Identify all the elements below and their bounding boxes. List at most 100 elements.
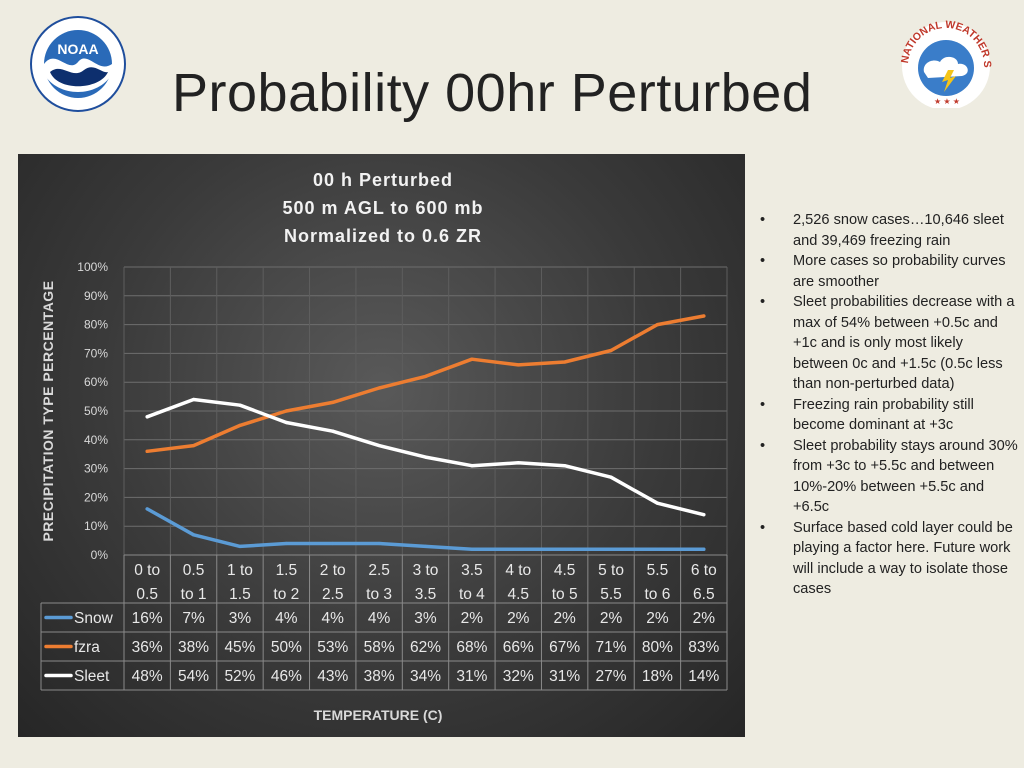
data-point-sleet (470, 464, 474, 468)
data-table-cell: 50% (271, 639, 302, 656)
data-point-fzra (563, 360, 567, 364)
data-table-cell: 52% (224, 668, 255, 685)
y-tick-label: 40% (84, 433, 108, 447)
svg-text:★ ★ ★: ★ ★ ★ (934, 97, 960, 106)
data-table-cell: 54% (178, 668, 209, 685)
x-category-label: 6.5 (693, 586, 715, 603)
data-table-cell: 2% (646, 610, 669, 627)
data-table-cell: 14% (688, 668, 719, 685)
data-table-cell: 3% (414, 610, 437, 627)
data-point-fzra (516, 363, 520, 367)
data-table-cell: 4% (322, 610, 345, 627)
data-point-sleet (377, 443, 381, 448)
x-category-label: 3 to (413, 562, 439, 579)
data-table-cell: 16% (132, 610, 163, 627)
data-point-snow (516, 547, 520, 551)
x-category-label: 2.5 (368, 562, 390, 579)
data-table-cell: 2% (600, 610, 623, 627)
data-point-fzra (238, 423, 242, 427)
data-table-cell: 27% (596, 668, 627, 685)
x-category-label: to 3 (366, 586, 392, 603)
x-category-label: 1.5 (229, 586, 251, 603)
legend-label: Snow (74, 610, 114, 627)
data-table-cell: 68% (456, 639, 487, 656)
y-tick-label: 10% (84, 519, 108, 533)
bullet-item: Surface based cold layer could be playin… (760, 518, 1020, 600)
chart-title-line: 00 h Perturbed (313, 170, 453, 190)
svg-text:NOAA: NOAA (57, 41, 98, 57)
data-point-fzra (470, 357, 474, 361)
y-tick-label: 70% (84, 346, 108, 360)
data-point-snow (609, 547, 613, 551)
bullet-list: 2,526 snow cases…10,646 sleet and 39,469… (760, 210, 1020, 600)
x-category-label: to 5 (552, 586, 578, 603)
data-table-cell: 53% (317, 639, 348, 656)
x-category-label: 1 to (227, 562, 253, 579)
data-point-sleet (516, 461, 520, 465)
data-point-snow (563, 547, 567, 551)
data-point-fzra (284, 409, 288, 413)
data-point-snow (470, 547, 474, 551)
data-table-cell: 31% (456, 668, 487, 685)
data-point-sleet (423, 455, 428, 459)
bullet-item: 2,526 snow cases…10,646 sleet and 39,469… (760, 210, 1020, 251)
data-point-sleet (563, 464, 567, 468)
x-category-label: 5 to (598, 562, 624, 579)
x-category-label: 2 to (320, 562, 346, 579)
data-table-cell: 38% (178, 639, 209, 656)
data-table-cell: 58% (364, 639, 395, 656)
data-table-cell: 18% (642, 668, 673, 685)
x-category-label: 3.5 (415, 586, 437, 603)
line-chart: 00 h Perturbed 500 m AGL to 600 mb Normali… (40, 170, 728, 723)
data-table-cell: 62% (410, 639, 441, 656)
y-tick-label: 80% (84, 318, 108, 332)
data-table-cell: 7% (182, 610, 205, 627)
x-category-label: 5.5 (600, 586, 622, 603)
data-point-snow (145, 507, 149, 511)
x-category-label: 0.5 (183, 562, 205, 579)
data-table-cell: 4% (368, 610, 391, 627)
x-category-label: 4.5 (554, 562, 576, 579)
chart-panel: 00 h Perturbed 500 m AGL to 600 mb Normali… (18, 154, 745, 737)
noaa-logo-icon: NOAA (30, 16, 126, 112)
data-point-fzra (191, 443, 196, 448)
bullet-item: Freezing rain probability still become d… (760, 395, 1020, 436)
data-point-snow (284, 541, 288, 546)
y-tick-label: 100% (77, 260, 108, 274)
data-table-cell: 2% (461, 610, 484, 627)
x-category-label: 4 to (505, 562, 531, 579)
chart-title-line: Normalized to 0.6 ZR (284, 226, 482, 246)
data-point-fzra (423, 374, 428, 379)
data-point-snow (191, 533, 196, 537)
x-category-label: 6 to (691, 562, 717, 579)
data-table-cell: 2% (553, 610, 576, 627)
data-point-fzra (655, 323, 660, 327)
x-category-label: 4.5 (507, 586, 529, 603)
x-category-label: to 2 (273, 586, 299, 603)
bullet-item: More cases so probability curves are smo… (760, 251, 1020, 292)
legend-label: fzra (74, 639, 100, 656)
data-point-sleet (284, 420, 288, 425)
data-table-cell: 66% (503, 639, 534, 656)
data-point-fzra (702, 314, 706, 318)
bullet-item: Sleet probabilities decrease with a max … (760, 292, 1020, 395)
slide-title: Probability 00hr Perturbed (172, 63, 813, 123)
data-point-fzra (609, 348, 613, 353)
series-line-fzra (145, 314, 706, 454)
series-line-snow (145, 507, 706, 551)
data-table-cell: 34% (410, 668, 441, 685)
data-table-cell: 3% (229, 610, 252, 627)
y-tick-label: 0% (91, 548, 109, 562)
data-table-cell: 32% (503, 668, 534, 685)
data-point-sleet (609, 475, 613, 479)
data-table-cell: 45% (224, 639, 255, 656)
data-table-cell: 2% (693, 610, 716, 627)
data-table-cell: 46% (271, 668, 302, 685)
y-tick-label: 90% (84, 289, 108, 303)
data-table-cell: 31% (549, 668, 580, 685)
x-category-label: 0.5 (136, 586, 158, 603)
chart-title-line: 500 m AGL to 600 mb (282, 198, 483, 218)
data-point-sleet (331, 429, 335, 433)
y-tick-label: 30% (84, 462, 108, 476)
y-axis-label: PRECIPITATION TYPE PERCENTAGE (40, 280, 56, 541)
